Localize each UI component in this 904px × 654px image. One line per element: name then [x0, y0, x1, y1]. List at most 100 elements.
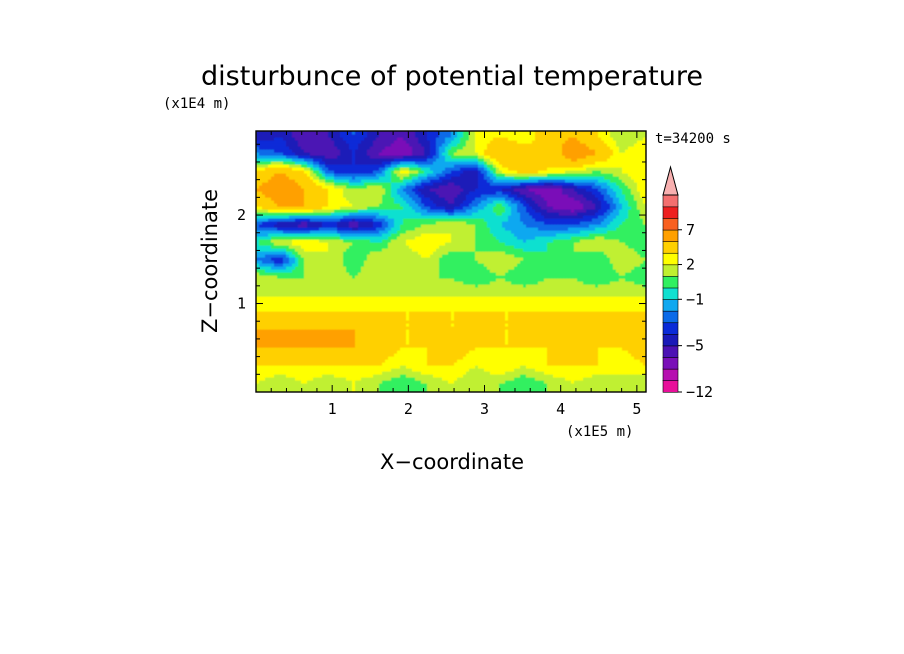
field-cell: [415, 359, 419, 363]
field-cell: [502, 371, 506, 375]
field-cell: [298, 359, 302, 363]
field-cell: [409, 386, 413, 390]
field-cell: [322, 296, 326, 300]
field-cell: [595, 371, 599, 375]
field-cell: [553, 383, 557, 387]
field-cell: [607, 317, 611, 321]
field-cell: [259, 350, 263, 354]
field-cell: [313, 350, 317, 354]
field-cell: [613, 317, 617, 321]
field-cell: [397, 371, 401, 375]
field-cell: [592, 302, 596, 306]
field-cell: [460, 296, 464, 300]
field-cell: [391, 335, 395, 339]
field-cell: [529, 320, 533, 324]
field-cell: [583, 359, 587, 363]
field-cell: [418, 338, 422, 342]
field-cell: [316, 299, 320, 303]
field-cell: [322, 383, 326, 387]
field-cell: [547, 302, 551, 306]
field-cell: [460, 314, 464, 318]
field-cell: [265, 365, 269, 369]
field-cell: [493, 386, 497, 390]
field-cell: [622, 377, 626, 381]
field-cell: [340, 338, 344, 342]
field-cell: [280, 323, 284, 327]
field-cell: [631, 338, 635, 342]
field-cell: [361, 296, 365, 300]
field-cell: [382, 308, 386, 312]
field-cell: [457, 374, 461, 378]
field-cell: [625, 350, 629, 354]
field-cell: [457, 326, 461, 330]
field-cell: [589, 302, 593, 306]
field-cell: [643, 380, 646, 384]
field-cell: [607, 329, 611, 333]
field-cell: [409, 371, 413, 375]
field-cell: [469, 296, 473, 300]
field-cell: [589, 323, 593, 327]
field-cell: [400, 323, 404, 327]
field-cell: [295, 329, 299, 333]
field-cell: [448, 314, 452, 318]
field-cell: [286, 374, 290, 378]
field-cell: [298, 275, 302, 279]
field-cell: [577, 341, 581, 345]
field-cell: [556, 299, 560, 303]
field-cell: [547, 383, 551, 387]
field-cell: [316, 368, 320, 372]
field-cell: [502, 353, 506, 357]
field-cell: [379, 329, 383, 333]
field-cell: [643, 374, 646, 378]
field-cell: [286, 371, 290, 375]
field-cell: [565, 371, 569, 375]
field-cell: [565, 278, 569, 282]
field-cell: [436, 293, 440, 297]
field-cell: [259, 374, 263, 378]
field-cell: [400, 317, 404, 321]
field-cell: [382, 284, 386, 288]
field-cell: [436, 362, 440, 366]
field-cell: [562, 341, 566, 345]
field-cell: [604, 323, 608, 327]
field-cell: [451, 317, 455, 321]
field-cell: [436, 326, 440, 330]
field-cell: [286, 368, 290, 372]
field-cell: [481, 350, 485, 354]
field-cell: [526, 374, 530, 378]
field-cell: [262, 338, 266, 342]
field-cell: [361, 368, 365, 372]
field-cell: [484, 347, 488, 351]
field-cell: [565, 284, 569, 288]
field-cell: [556, 389, 560, 392]
field-cell: [598, 350, 602, 354]
field-cell: [616, 335, 620, 339]
field-cell: [643, 320, 646, 324]
field-cell: [529, 311, 533, 315]
field-cell: [397, 374, 401, 378]
field-cell: [391, 362, 395, 366]
field-cell: [577, 344, 581, 348]
field-cell: [580, 293, 584, 297]
field-cell: [520, 296, 524, 300]
field-cell: [640, 365, 644, 369]
field-cell: [562, 335, 566, 339]
field-cell: [541, 320, 545, 324]
field-cell: [457, 341, 461, 345]
field-cell: [481, 371, 485, 375]
field-cell: [493, 383, 497, 387]
field-cell: [379, 335, 383, 339]
field-cell: [334, 344, 338, 348]
field-cell: [571, 380, 575, 384]
field-cell: [427, 299, 431, 303]
field-cell: [385, 389, 389, 392]
field-cell: [376, 371, 380, 375]
field-cell: [427, 356, 431, 360]
field-cell: [613, 335, 617, 339]
field-cell: [427, 329, 431, 333]
field-cell: [427, 335, 431, 339]
field-cell: [523, 323, 527, 327]
field-cell: [403, 305, 407, 309]
field-cell: [370, 290, 374, 294]
field-cell: [280, 383, 284, 387]
